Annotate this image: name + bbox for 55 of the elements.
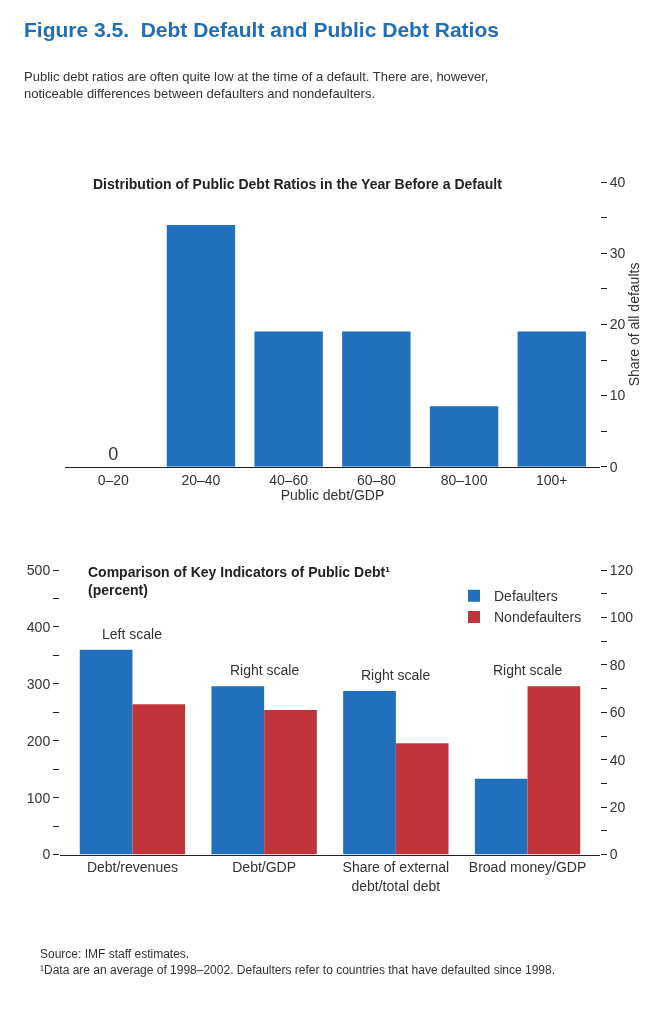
- bar: [517, 331, 586, 467]
- y2-tick-label: 40: [609, 751, 626, 768]
- y2-tick-label: 100: [609, 609, 634, 626]
- y2-tick-label: 60: [609, 704, 626, 721]
- y2-tick-label: 10: [609, 387, 626, 404]
- annotation: Left scale: [102, 626, 163, 642]
- x-tick-label: Debt/GDP: [232, 859, 297, 876]
- annotation: Right scale: [493, 662, 563, 678]
- text: ¹Data are an average of 1998–2002. Defaulters refer to countries that have defaulted since 1998.: [40, 962, 556, 977]
- legend-label: Nondefaulters: [494, 609, 582, 626]
- y-tick-label: 300: [26, 675, 51, 692]
- bar: [474, 778, 528, 855]
- x-tick-label: 100+: [535, 471, 568, 488]
- y2-tick-label: 30: [609, 245, 626, 262]
- x-tick-label: 60–80: [356, 471, 397, 488]
- data-label: 0: [108, 443, 119, 464]
- bar: [343, 690, 396, 855]
- bar: [166, 224, 236, 467]
- y-tick-label: 0: [42, 846, 51, 863]
- bar: [211, 686, 265, 855]
- y2-tick-label: 0: [609, 846, 618, 863]
- x-tick-label: Share of external debt/total debt: [342, 859, 450, 894]
- y2-tick-label: 20: [609, 799, 626, 816]
- y2-tick-label: 120: [609, 561, 634, 578]
- y-tick-label: 500: [26, 561, 51, 578]
- y-tick-label: 400: [26, 618, 51, 635]
- y2-axis-title: Share of all defaults: [625, 262, 642, 387]
- x-tick-label: Broad money/GDP: [468, 859, 587, 876]
- text: Public debt ratios are often quite low at the time of a default. There are, however, noticeable differences between defaulters and nondefaulters.: [24, 69, 489, 101]
- x-tick-label: 80–100: [440, 471, 488, 488]
- y2-tick-label: 0: [609, 458, 618, 475]
- x-axis-title: Public debt/GDP: [280, 487, 385, 504]
- x-tick-label: 40–60: [269, 471, 309, 488]
- source-note: Source: IMF staff estimates.: [40, 947, 190, 961]
- text: Figure 3.5. Debt Default and Public Debt Ratios: [24, 18, 499, 41]
- y2-tick-label: 40: [609, 174, 626, 191]
- bar: [429, 406, 499, 467]
- bar: [395, 743, 449, 855]
- text: (percent): [88, 582, 148, 599]
- y2-tick-label: 80: [609, 656, 626, 673]
- bar: [254, 331, 323, 467]
- y2-tick-label: 20: [609, 316, 626, 333]
- x-tick-label: Debt/revenues: [86, 859, 178, 876]
- y-tick-label: 100: [26, 789, 51, 806]
- bar: [264, 709, 317, 855]
- y-tick-label: 200: [26, 732, 51, 749]
- bar: [527, 686, 581, 855]
- bar: [342, 331, 411, 467]
- annotation: Right scale: [230, 662, 300, 678]
- legend-label: Defaulters: [494, 588, 558, 605]
- chart-title: Comparison of Key Indicators of Public Debt¹: [88, 564, 391, 580]
- chart-title: Distribution of Public Debt Ratios in the Year Before a Default: [93, 176, 503, 192]
- x-tick-label: 0–20: [97, 471, 130, 488]
- annotation: Right scale: [361, 667, 431, 683]
- x-tick-label: 20–40: [181, 471, 221, 488]
